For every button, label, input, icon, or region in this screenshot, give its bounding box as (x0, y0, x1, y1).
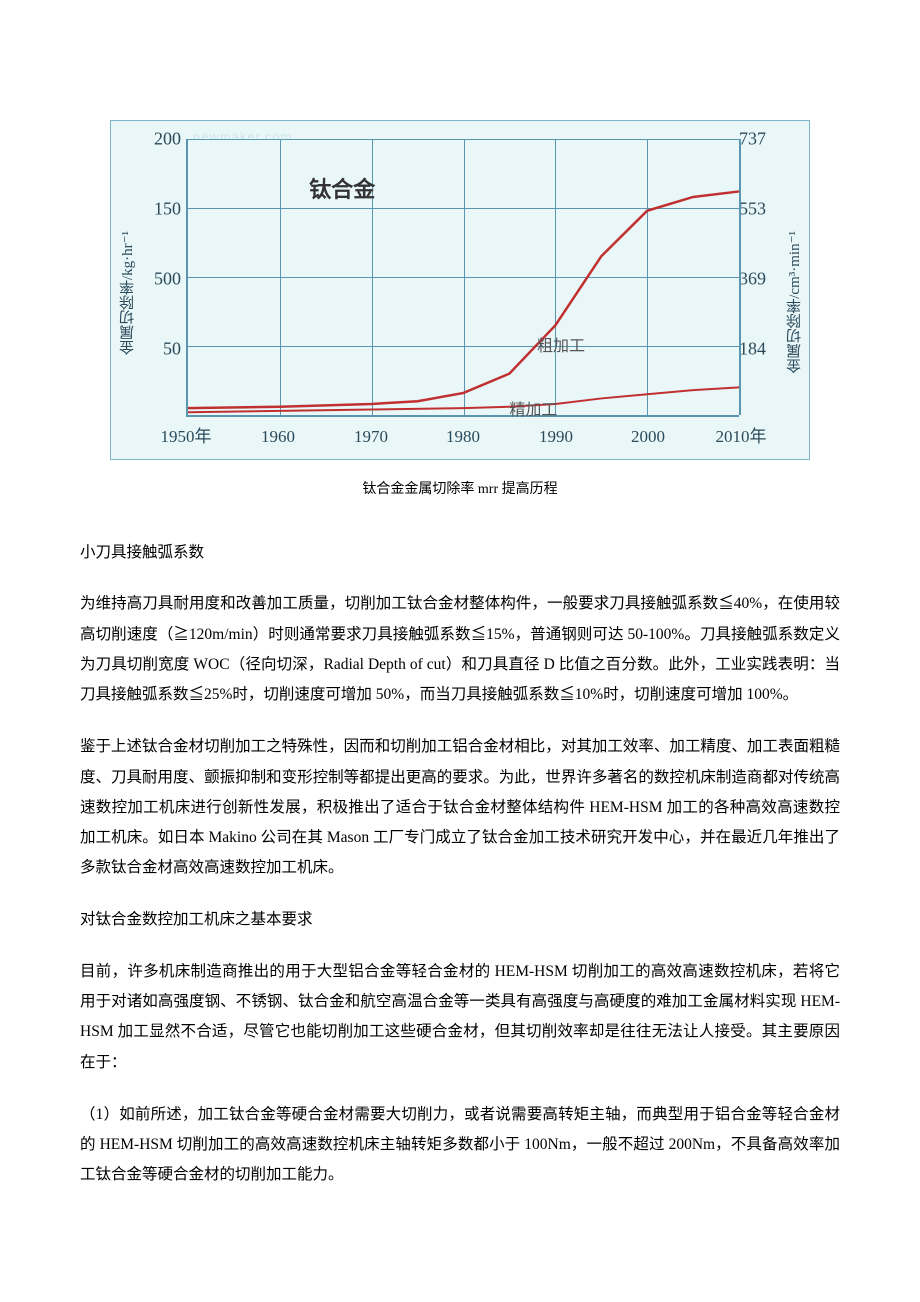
gridline-v (739, 139, 741, 415)
chart-curves (188, 139, 739, 415)
yr-tick-737: 737 (739, 129, 779, 150)
x-tick-1990: 1990 (539, 427, 573, 447)
section-heading-1: 小刀具接触弧系数 (80, 538, 840, 567)
yl-tick-500: 500 (141, 269, 181, 290)
x-tick-2010: 2010年 (716, 422, 767, 447)
x-tick-1960: 1960 (261, 427, 295, 447)
y-right-axis-label: 金属切除率/cm³·min⁻¹ (784, 231, 805, 374)
x-tick-1950: 1950年 (161, 422, 212, 447)
section-heading-2: 对钛合金数控加工机床之基本要求 (80, 905, 840, 934)
document-page: newmaker.com 200 150 500 50 737 553 369 … (0, 0, 920, 1292)
plot-area: 钛合金 粗加工 精加工 (186, 139, 739, 417)
series-label-rough: 粗加工 (537, 332, 585, 356)
yl-tick-200: 200 (141, 129, 181, 150)
paragraph: 为维持高刀具耐用度和改善加工质量，切削加工钛合金材整体构件，一般要求刀具接触弧系… (80, 589, 840, 710)
x-tick-1970: 1970 (354, 427, 388, 447)
yl-tick-50: 50 (141, 339, 181, 360)
x-tick-1980: 1980 (446, 427, 480, 447)
paragraph: （1）如前所述，加工钛合金等硬合金材需要大切削力，或者说需要高转矩主轴，而典型用… (80, 1100, 840, 1191)
mrr-chart: newmaker.com 200 150 500 50 737 553 369 … (110, 120, 810, 460)
yr-tick-369: 369 (739, 269, 779, 290)
paragraph: 目前，许多机床制造商推出的用于大型铝合金等轻合金材的 HEM-HSM 切削加工的… (80, 957, 840, 1078)
y-left-axis-label: 金属切除率/kg·hr⁻¹ (117, 231, 138, 355)
yr-tick-184: 184 (739, 339, 779, 360)
yr-tick-553: 553 (739, 199, 779, 220)
series-label-finish: 精加工 (509, 396, 557, 420)
x-tick-2000: 2000 (631, 427, 665, 447)
chart-caption: 钛合金金属切除率 mrr 提高历程 (110, 478, 810, 498)
paragraph: 鉴于上述钛合金材切削加工之特殊性，因而和切削加工铝合金材相比，对其加工效率、加工… (80, 732, 840, 883)
yl-tick-150: 150 (141, 199, 181, 220)
chart-container: newmaker.com 200 150 500 50 737 553 369 … (110, 120, 810, 498)
